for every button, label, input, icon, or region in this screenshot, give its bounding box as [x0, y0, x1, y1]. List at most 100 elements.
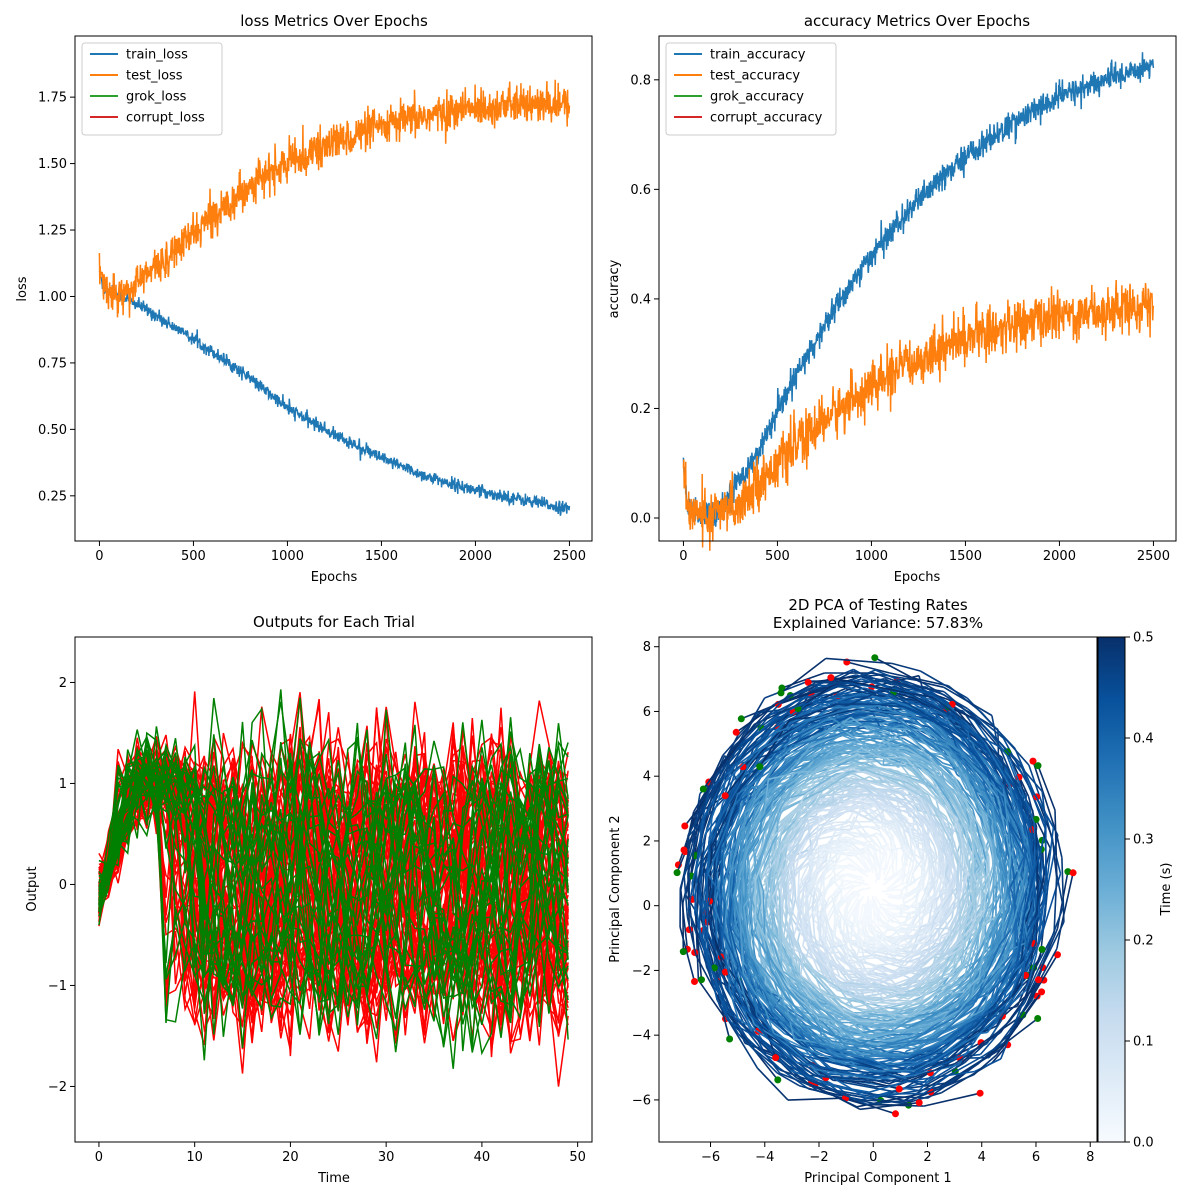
pca-trajectory-segment [860, 948, 876, 953]
pca-trajectory-segment [724, 877, 731, 924]
pca-trajectory-segment [910, 836, 926, 847]
pca-trajectory-segment [764, 708, 812, 740]
pca-trajectory-segment [859, 1034, 887, 1045]
pca-trajectory-segment [840, 1008, 861, 1017]
pca-trajectory-segment [706, 770, 726, 829]
pca-trajectory-segment [780, 657, 827, 694]
pca-trajectory-segment [808, 887, 814, 907]
pca-trajectory-segment [784, 993, 809, 1024]
pca-trajectory-segment [743, 865, 751, 906]
pca-trajectory-segment [804, 739, 845, 751]
pca-trajectory-segment [699, 816, 706, 845]
pca-trajectory-segment [874, 859, 881, 866]
pca-trajectory-segment [703, 824, 718, 867]
pca-trajectory-segment [852, 809, 872, 822]
pca-trajectory-segment [888, 957, 909, 963]
pca-trajectory-segment [904, 843, 913, 851]
pca-trajectory-segment [942, 762, 962, 770]
pca-trajectory-segment [854, 734, 901, 741]
legend-label: grok_loss [126, 90, 187, 105]
pca-trajectory-segment [872, 801, 884, 819]
pca-trajectory-segment [977, 824, 990, 857]
pca-trajectory-segment [864, 842, 874, 858]
pca-trajectory-segment [914, 735, 947, 745]
pca-end-marker [1035, 976, 1042, 984]
pca-trajectory-segment [983, 741, 1011, 787]
accuracy-y-ticks: 0.00.20.40.60.8 [630, 73, 659, 526]
pca-trajectory-segment [833, 809, 854, 816]
pca-trajectory-segment [692, 823, 696, 857]
loss-chart-title: loss Metrics Over Epochs [240, 12, 428, 30]
pca-trajectory-segment [776, 846, 788, 877]
accuracy-x-tick: 1000 [855, 541, 888, 564]
pca-trajectory-segment [705, 914, 723, 958]
pca-trajectory-segment [853, 949, 865, 975]
pca-trajectory-segment [837, 899, 844, 910]
pca-trajectory-segment [923, 896, 928, 913]
pca-trajectory-segment [936, 1028, 958, 1041]
pca-trajectory-segment [874, 669, 941, 699]
pca-trajectory-segment [900, 926, 916, 941]
pca-trajectory-segment [846, 857, 868, 874]
legend-label: grok_accuracy [710, 90, 804, 105]
pca-trajectory-segment [916, 984, 939, 1003]
pca-trajectory-segment [813, 886, 822, 896]
pca-trajectory-segment [900, 739, 925, 755]
pca-trajectory-segment [1056, 874, 1064, 908]
pca-trajectory-segment [797, 869, 801, 894]
pca-trajectory-segment [956, 804, 971, 828]
pca-end-marker [681, 822, 689, 830]
pca-trajectory-segment [742, 813, 756, 842]
pca-trajectory-segment [840, 836, 847, 842]
pca-trajectory-segment [939, 990, 970, 1022]
pca-trajectory-segment [802, 747, 821, 761]
pca-trajectory-segment [827, 931, 835, 947]
pca-trajectory-segment [912, 1038, 936, 1043]
pca-trajectory-segment [843, 961, 866, 976]
pca-trajectory-segment [817, 1016, 828, 1043]
outputs-y-tick: −1 [48, 979, 75, 994]
pca-trajectory-segment [840, 1029, 862, 1044]
pca-trajectory-segment [968, 807, 973, 835]
pca-trajectory-segment [826, 858, 840, 868]
legend-label: corrupt_accuracy [710, 111, 823, 126]
pca-trajectory-segment [771, 870, 777, 902]
outputs-y-tick-label: 1 [59, 777, 67, 792]
pca-trajectory-segment [976, 956, 990, 973]
pca-trajectory-segment [877, 819, 890, 826]
pca-trajectory-segment [925, 967, 932, 976]
pca-trajectory-segment [936, 826, 947, 847]
pca-trajectory-segment [822, 712, 873, 724]
legend-label: train_loss [126, 48, 188, 63]
pca-trajectory-segment [834, 804, 857, 814]
accuracy-x-tick-label: 1000 [855, 549, 888, 564]
pca-trajectory-segment [856, 904, 860, 921]
pca-trajectory-segment [829, 836, 842, 849]
pca-trajectory-segment [792, 844, 802, 862]
outputs-x-tick: 30 [378, 1142, 394, 1165]
pca-trajectory-segment [900, 1000, 921, 1004]
pca-trajectory-segment [875, 1055, 905, 1060]
pca-trajectory-segment [872, 671, 912, 688]
pca-trajectory-segment [843, 830, 861, 835]
pca-trajectory-segment [778, 691, 815, 706]
pca-trajectory-segment [699, 790, 710, 829]
pca-trajectory-segment [902, 911, 913, 926]
accuracy-y-tick-label: 0.6 [630, 183, 651, 198]
pca-trajectory-segment [932, 719, 963, 753]
pca-trajectory-segment [726, 942, 731, 989]
pca-trajectory-segment [963, 821, 970, 851]
pca-trajectory-segment [910, 1049, 951, 1070]
pca-trajectory-segment [721, 998, 755, 1050]
pca-trajectory-segment [966, 707, 1004, 739]
pca-trajectory-segment [924, 844, 933, 857]
pca-trajectory-segment [859, 859, 872, 873]
pca-trajectory-segment [903, 976, 921, 992]
pca-trajectory-segment [801, 926, 815, 953]
pca-trajectory-segment [812, 812, 836, 827]
pca-trajectory-segment [840, 740, 886, 755]
pca-trajectory-segment [780, 839, 801, 864]
pca-trajectory-segment [872, 793, 889, 797]
pca-trajectory-segment [823, 938, 830, 949]
legend-entry-test_loss: test_loss [90, 69, 183, 84]
